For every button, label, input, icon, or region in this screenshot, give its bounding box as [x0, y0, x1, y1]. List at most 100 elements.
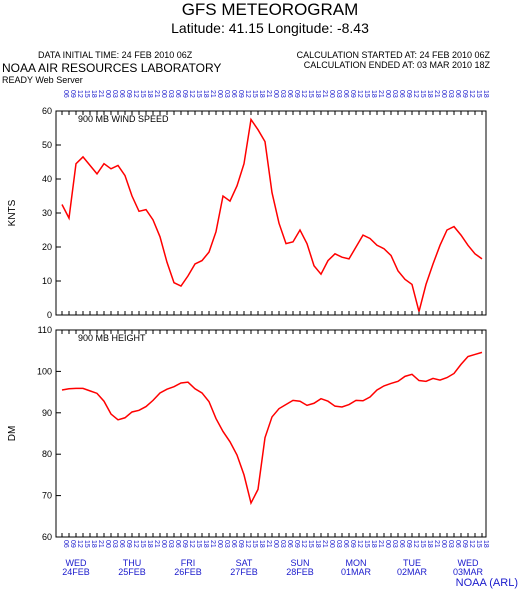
title: GFS METEOROGRAM — [182, 0, 359, 19]
hour-label: 21 — [433, 90, 440, 98]
hour-label: 15 — [139, 90, 146, 98]
hour-label: 06 — [174, 90, 181, 98]
day-label: FRI — [181, 558, 196, 568]
y-tick-label: 60 — [42, 532, 52, 542]
hour-label: 06 — [342, 90, 349, 98]
y-tick-label: 100 — [37, 366, 52, 376]
y-axis-label: KNTS — [7, 199, 18, 226]
hour-label: 18 — [426, 90, 433, 98]
panel-frame — [55, 329, 487, 538]
hour-label: 06 — [118, 90, 125, 98]
hour-label: 00 — [216, 90, 223, 98]
hour-label: 18 — [146, 540, 153, 548]
hour-label: 18 — [314, 540, 321, 548]
initial-time: DATA INITIAL TIME: 24 FEB 2010 06Z — [38, 50, 193, 60]
hour-label: 15 — [139, 540, 146, 548]
calc-started: CALCULATION STARTED AT: 24 FEB 2010 06Z — [297, 50, 491, 60]
y-tick-label: 20 — [42, 242, 52, 252]
hour-label: 09 — [293, 540, 300, 548]
hour-label: 03 — [391, 540, 398, 548]
hour-label: 03 — [167, 540, 174, 548]
y-tick-label: 50 — [42, 140, 52, 150]
hour-label: 00 — [160, 90, 167, 98]
hour-label: 00 — [160, 540, 167, 548]
hour-label: 21 — [321, 540, 328, 548]
hour-label: 21 — [377, 540, 384, 548]
hour-label: 18 — [370, 90, 377, 98]
hour-label: 00 — [328, 540, 335, 548]
hour-label: 00 — [328, 90, 335, 98]
hour-label: 15 — [195, 540, 202, 548]
hour-label: 15 — [83, 540, 90, 548]
hour-label: 09 — [349, 90, 356, 98]
hour-label: 00 — [216, 540, 223, 548]
hour-label: 15 — [419, 540, 426, 548]
day-label: 02MAR — [397, 567, 428, 577]
data-line — [61, 117, 483, 312]
hour-label: 06 — [62, 540, 69, 548]
hour-label: 06 — [398, 540, 405, 548]
hour-label: 15 — [195, 90, 202, 98]
hour-label: 18 — [90, 90, 97, 98]
hour-label: 21 — [377, 90, 384, 98]
hour-label: 06 — [286, 90, 293, 98]
y-tick-label: 70 — [42, 491, 52, 501]
hour-label: 03 — [447, 540, 454, 548]
hour-label: 12 — [132, 90, 139, 98]
hour-label: 15 — [251, 90, 258, 98]
calc-ended: CALCULATION ENDED AT: 03 MAR 2010 18Z — [304, 60, 491, 70]
day-label: 01MAR — [341, 567, 372, 577]
hour-label: 21 — [97, 540, 104, 548]
hour-label: 12 — [132, 540, 139, 548]
day-label: THU — [123, 558, 142, 568]
hour-label: 12 — [356, 540, 363, 548]
footer: NOAA (ARL) — [456, 577, 518, 589]
hour-label: 06 — [454, 540, 461, 548]
y-tick-label: 10 — [42, 276, 52, 286]
hour-label: 21 — [209, 540, 216, 548]
hour-label: 03 — [335, 540, 342, 548]
day-label: TUE — [403, 558, 421, 568]
hour-label: 06 — [174, 540, 181, 548]
day-label: 26FEB — [174, 567, 202, 577]
hour-label: 00 — [272, 90, 279, 98]
hour-label: 09 — [405, 540, 412, 548]
hour-label: 15 — [363, 90, 370, 98]
hour-label: 06 — [398, 90, 405, 98]
day-label: SAT — [236, 558, 253, 568]
hour-label: 09 — [69, 540, 76, 548]
day-label: 03MAR — [453, 567, 484, 577]
panel-frame — [55, 110, 487, 316]
day-label: MON — [346, 558, 367, 568]
hour-label: 15 — [475, 540, 482, 548]
hour-label: 18 — [258, 90, 265, 98]
hour-label: 12 — [468, 540, 475, 548]
hour-label: 03 — [447, 90, 454, 98]
hour-label: 00 — [104, 90, 111, 98]
day-label: WED — [66, 558, 87, 568]
hour-label: 18 — [314, 90, 321, 98]
y-tick-label: 60 — [42, 106, 52, 116]
hour-label: 15 — [419, 90, 426, 98]
hour-label: 09 — [237, 540, 244, 548]
hour-label: 12 — [300, 90, 307, 98]
y-tick-label: 0 — [47, 310, 52, 320]
hour-label: 12 — [76, 90, 83, 98]
server: READY Web Server — [2, 75, 83, 85]
day-label: 25FEB — [118, 567, 146, 577]
hour-label: 18 — [202, 540, 209, 548]
hour-label: 09 — [405, 90, 412, 98]
hour-label: 15 — [307, 90, 314, 98]
subtitle: Latitude: 41.15 Longitude: -8.43 — [171, 20, 369, 36]
hour-label: 12 — [300, 540, 307, 548]
hour-label: 18 — [90, 540, 97, 548]
hour-label: 00 — [384, 90, 391, 98]
hour-label: 21 — [153, 90, 160, 98]
hour-label: 18 — [202, 90, 209, 98]
y-tick-label: 90 — [42, 408, 52, 418]
hour-label: 12 — [244, 540, 251, 548]
hour-label: 03 — [111, 90, 118, 98]
hour-label: 15 — [475, 90, 482, 98]
hour-label: 09 — [237, 90, 244, 98]
hour-label: 09 — [293, 90, 300, 98]
